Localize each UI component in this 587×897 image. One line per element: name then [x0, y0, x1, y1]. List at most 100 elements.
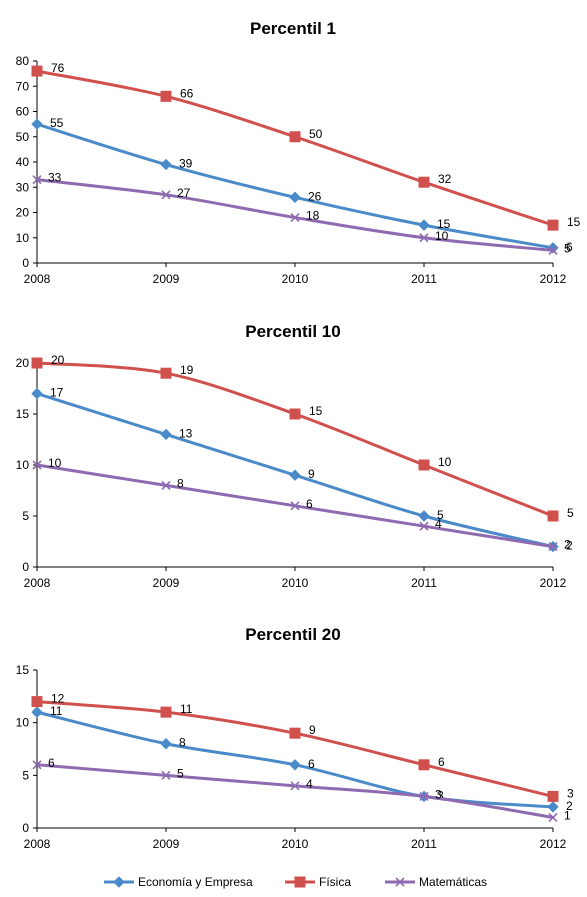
data-label: 18	[306, 209, 320, 223]
y-tick-label: 0	[22, 560, 29, 574]
legend-marker	[395, 877, 405, 887]
y-tick-label: 70	[16, 79, 30, 93]
data-label: 39	[179, 157, 193, 171]
y-tick-label: 10	[16, 231, 30, 245]
legend-item-economia-y-empresa: Economía y Empresa	[104, 875, 253, 889]
y-tick-label: 20	[16, 356, 30, 370]
y-tick-label: 15	[16, 407, 30, 421]
data-point-marker	[419, 233, 429, 243]
data-point-marker	[290, 212, 300, 223]
series-matematicas: 33 27 18 10 5	[32, 171, 571, 255]
y-tick-label: 40	[16, 155, 30, 169]
data-point-marker	[160, 428, 172, 441]
data-label: 19	[180, 363, 194, 377]
data-point-marker	[548, 245, 558, 255]
series-line	[35, 122, 555, 250]
x-tick-label: 2009	[153, 837, 180, 851]
data-label: 13	[179, 426, 193, 440]
data-point-marker	[290, 501, 300, 511]
data-point-marker	[547, 790, 559, 802]
data-point-marker	[31, 706, 43, 718]
x-tick-label: 2008	[24, 272, 51, 286]
data-point-marker	[419, 521, 429, 531]
y-tick-label: 0	[22, 256, 29, 270]
data-point-marker	[289, 727, 301, 739]
data-label: 11	[180, 702, 193, 716]
x-tick-label: 2012	[540, 272, 567, 286]
legend-label: Matemáticas	[419, 875, 487, 889]
data-label: 3	[567, 786, 574, 800]
data-label: 12	[51, 692, 65, 706]
data-label: 2	[566, 799, 573, 813]
legend-label: Física	[319, 875, 351, 889]
data-label: 50	[309, 127, 323, 141]
x-tick-label: 2011	[411, 837, 437, 851]
y-tick-label: 10	[16, 458, 30, 472]
y-tick-label: 10	[16, 716, 30, 730]
data-point-marker	[161, 480, 171, 490]
data-label: 6	[308, 757, 315, 771]
series-fisica: 76 66 50 32 15	[31, 61, 581, 231]
data-label: 5	[564, 241, 571, 255]
chart-title: Percentil 10	[245, 322, 340, 341]
legend: Economía y Empresa Física Matemáticas	[104, 875, 487, 889]
data-label: 10	[438, 455, 452, 469]
data-point-marker	[547, 510, 559, 522]
data-point-marker	[418, 510, 430, 522]
x-tick-label: 2008	[24, 837, 51, 851]
y-tick-label: 0	[22, 821, 29, 835]
data-label: 2	[564, 538, 571, 552]
data-label: 6	[566, 240, 573, 254]
x-tick-label: 2008	[24, 576, 51, 590]
series-fisica: 20 19 15 10 5	[31, 353, 574, 522]
series-line	[35, 178, 555, 252]
data-point-marker	[290, 781, 300, 791]
data-point-marker	[161, 770, 171, 780]
x-tick-label: 2011	[411, 272, 437, 286]
data-point-marker	[31, 357, 43, 369]
data-point-marker	[289, 408, 301, 420]
legend-item-matematicas: Matemáticas	[385, 875, 487, 889]
series-matematicas: 10 8 6 4 2	[32, 456, 571, 552]
x-tick-label: 2009	[153, 576, 180, 590]
y-tick-label: 60	[16, 105, 30, 119]
data-label: 4	[435, 517, 442, 531]
data-label: 5	[437, 508, 444, 522]
x-tick-label: 2009	[153, 272, 180, 286]
chart-panel-1: Percentil 1 0 10 20 30 40 50 60 70 80 2008 2009 2010…	[16, 19, 581, 286]
data-label: 55	[50, 116, 64, 130]
data-point-marker	[160, 158, 172, 171]
data-point-marker	[418, 219, 430, 231]
y-tick-label: 5	[22, 509, 29, 523]
data-label: 5	[177, 766, 184, 780]
data-point-marker	[548, 542, 558, 552]
legend-marker	[294, 876, 306, 888]
series-economia-y-empresa: 55 39 26 15 6	[31, 116, 573, 254]
data-point-marker	[160, 738, 172, 750]
data-point-marker	[418, 759, 430, 771]
data-label: 17	[50, 386, 64, 400]
data-label: 11	[50, 704, 63, 718]
data-label: 10	[48, 456, 62, 470]
series-economia-y-empresa: 17 13 9 5 2	[31, 386, 573, 553]
data-point-marker	[31, 118, 43, 130]
y-tick-label: 20	[16, 206, 30, 220]
chart-title: Percentil 1	[250, 19, 336, 38]
data-label: 15	[437, 217, 451, 231]
data-label: 3	[437, 788, 444, 802]
data-label: 27	[177, 186, 191, 200]
data-point-marker	[32, 460, 42, 470]
legend-label: Economía y Empresa	[138, 875, 253, 889]
data-label: 6	[306, 497, 313, 511]
series-line	[35, 763, 555, 819]
data-point-marker	[160, 367, 172, 379]
data-label: 10	[435, 229, 449, 243]
x-tick-label: 2011	[411, 576, 437, 590]
data-point-marker	[31, 65, 43, 77]
data-label: 8	[177, 476, 184, 490]
x-tick-label: 2010	[282, 576, 309, 590]
data-point-marker	[419, 791, 429, 801]
data-point-marker	[547, 219, 559, 231]
